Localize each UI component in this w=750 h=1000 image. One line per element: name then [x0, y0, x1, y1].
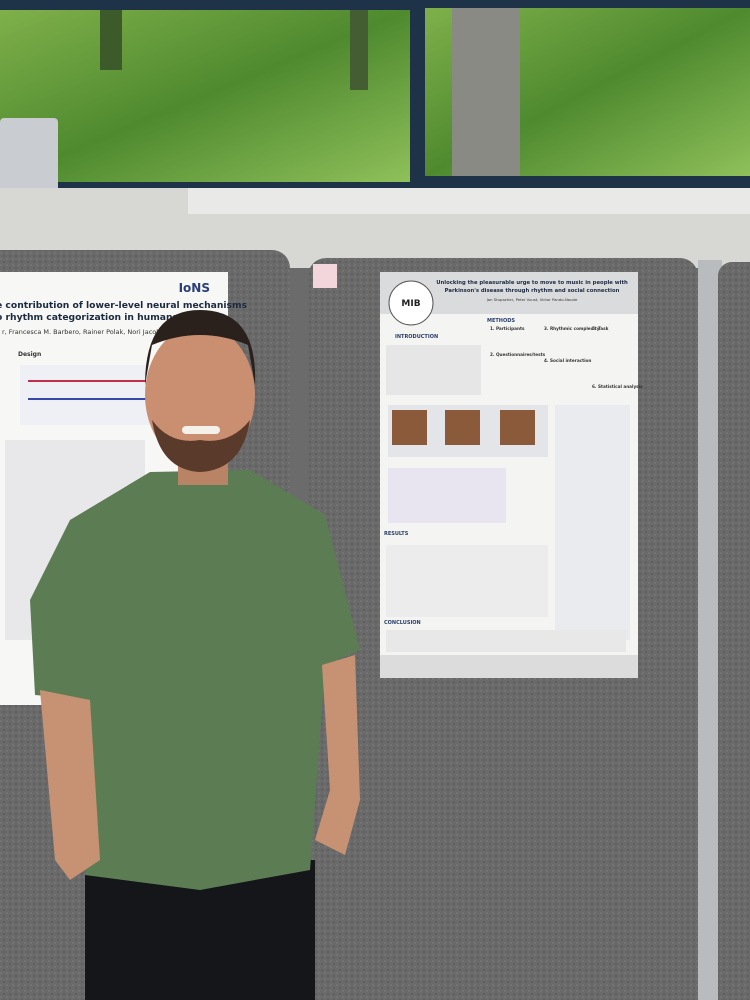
poster-title: Parkinson's disease through rhythm and s… — [445, 288, 620, 294]
poster-footer — [380, 655, 638, 678]
figure — [28, 380, 146, 382]
table — [386, 545, 548, 617]
arm — [40, 690, 100, 880]
tree-trunk — [350, 10, 368, 90]
figure — [388, 468, 506, 523]
poster-logo: MIB — [401, 299, 420, 309]
hair — [145, 310, 256, 385]
method-item: 6. Statistical analysis — [592, 384, 643, 389]
smile — [182, 426, 220, 434]
poster-section: Design — [18, 351, 41, 358]
poster-title: o rhythm categorization in humans — [0, 312, 179, 323]
figure — [445, 410, 480, 445]
text-block — [386, 630, 626, 652]
speaker — [0, 118, 58, 192]
method-item: 1. Participants — [490, 326, 525, 331]
method-item: 5. Task — [592, 326, 609, 331]
tree-trunk — [452, 8, 520, 176]
figure — [20, 365, 150, 425]
poster-section: INTRODUCTION — [395, 334, 438, 340]
face — [145, 325, 255, 465]
tree-trunk — [100, 10, 122, 70]
ledge — [188, 188, 750, 214]
poster-logo: IoNS — [179, 281, 210, 295]
figure — [28, 398, 146, 400]
method-item: 2. Questionnaires/tests — [490, 352, 546, 357]
beard — [152, 420, 250, 472]
figure — [392, 410, 427, 445]
sticky-note — [313, 264, 337, 288]
method-item: 4. Social interaction — [544, 358, 591, 363]
window-pane — [0, 10, 410, 182]
partition — [718, 262, 750, 1000]
poster-authors: r, Francesca M. Barbero, Rainer Polak, N… — [2, 328, 164, 336]
poster-logo-circle — [388, 280, 434, 326]
poster-title: Unlocking the pleasurable urge to move t… — [436, 280, 628, 286]
figure — [555, 405, 630, 640]
poster-section: METHODS — [487, 318, 515, 324]
poster-section: CONCLUSION — [384, 620, 421, 626]
text-block — [386, 345, 481, 395]
method-item: 3. Rhythmic complexity — [544, 326, 600, 331]
figure — [500, 410, 535, 445]
poster-section: RESULTS — [384, 531, 409, 537]
poster-authors: Jan Stupacher, Peter Vuust, Victor Pando… — [486, 297, 578, 302]
arm — [315, 655, 360, 855]
poster-title: e contribution of lower-level neural mec… — [0, 300, 248, 311]
shirt — [30, 470, 360, 890]
